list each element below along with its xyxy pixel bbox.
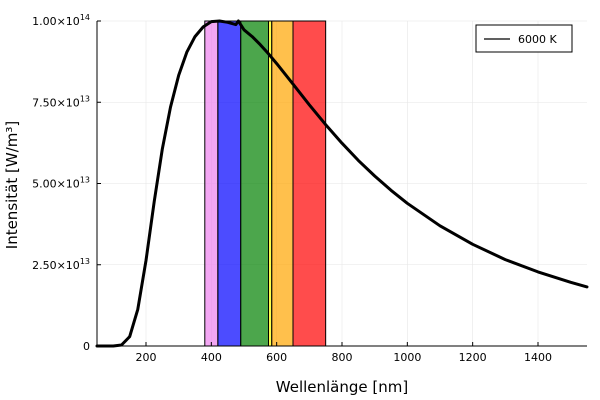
y-tick-label-3: 7.50×1013 xyxy=(32,94,90,109)
band-violet xyxy=(204,20,219,347)
y-tick-label-2: 5.00×1013 xyxy=(32,176,90,191)
axes xyxy=(96,20,587,347)
x-tick-label-1: 400 xyxy=(201,351,222,364)
y-tick-label-0: 0 xyxy=(83,340,90,353)
band-green xyxy=(240,20,270,347)
x-tick-label-2: 600 xyxy=(266,351,287,364)
band-blue xyxy=(217,20,242,347)
series-line-0 xyxy=(95,19,589,348)
legend-label: 6000 K xyxy=(518,33,557,46)
spectral-bands xyxy=(204,20,327,347)
x-tick-label-6: 1400 xyxy=(524,351,552,364)
tick-labels: 200 400 600 800 1000 1200 1400 0 2.50×1013 5.00×1… xyxy=(32,13,552,364)
x-axis-label: Wellenlänge [nm] xyxy=(276,378,408,396)
y-tick-label-4: 1.00×1014 xyxy=(32,13,90,28)
x-tick-label-3: 800 xyxy=(332,351,353,364)
x-tick-label-0: 200 xyxy=(136,351,157,364)
x-tick-label-5: 1200 xyxy=(459,351,487,364)
y-tick-label-1: 2.50×1013 xyxy=(32,257,90,272)
x-tick-label-4: 1000 xyxy=(393,351,421,364)
grid-lines xyxy=(97,20,587,347)
y-axis-label: Intensität [W/m³] xyxy=(3,121,21,249)
band-red xyxy=(292,20,327,347)
legend: 6000 K xyxy=(475,24,573,53)
series-lines xyxy=(95,19,589,348)
